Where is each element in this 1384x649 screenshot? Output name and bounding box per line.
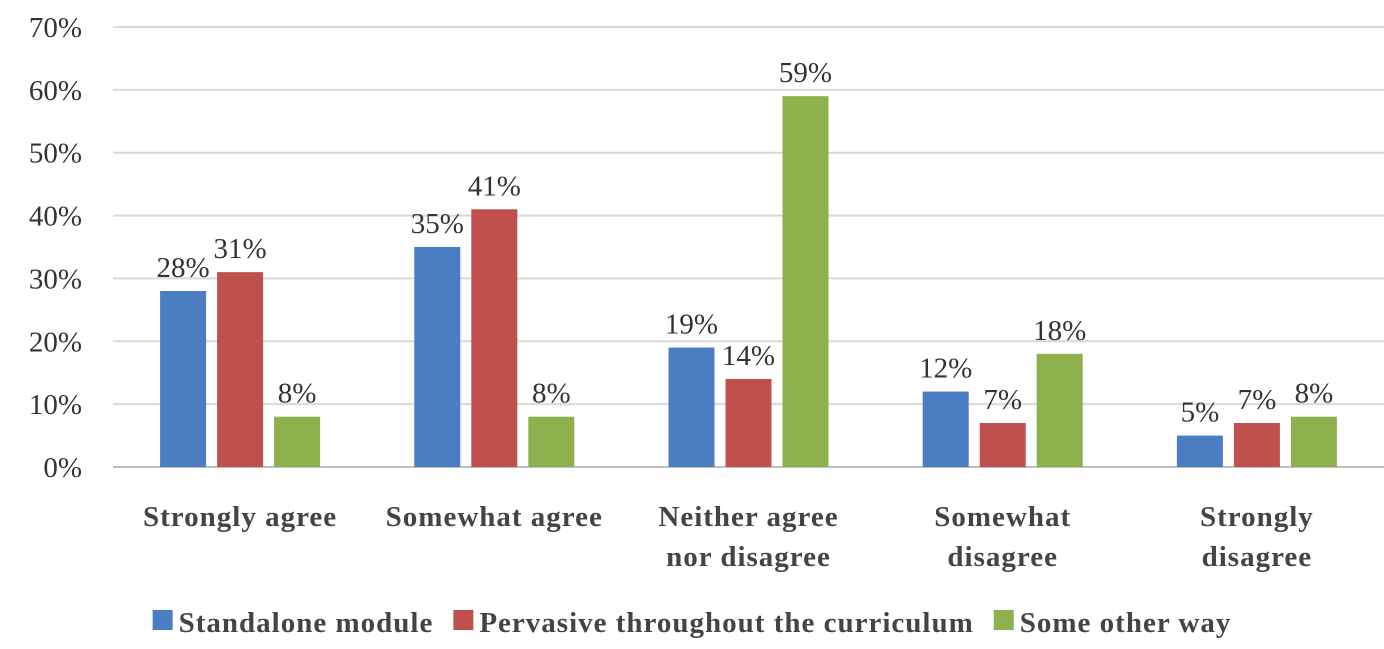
bars bbox=[160, 96, 1337, 468]
bar bbox=[979, 423, 1026, 467]
y-tick-label: 60% bbox=[29, 75, 82, 107]
y-tick-label: 20% bbox=[29, 326, 82, 358]
x-category-line: nor disagree bbox=[666, 541, 831, 573]
data-label: 19% bbox=[665, 309, 718, 341]
data-label: 35% bbox=[411, 208, 464, 240]
x-category-label: Somewhat agree bbox=[386, 501, 603, 533]
y-tick-label: 50% bbox=[29, 138, 82, 170]
y-tick-label: 0% bbox=[43, 452, 82, 484]
bar bbox=[668, 347, 715, 467]
x-category-label: Somewhat disagree bbox=[934, 501, 1071, 573]
data-label: 8% bbox=[278, 378, 317, 410]
legend-label: Standalone module bbox=[179, 607, 434, 639]
bar bbox=[1036, 353, 1083, 467]
x-category-line: disagree bbox=[947, 541, 1058, 573]
bar bbox=[1176, 435, 1223, 467]
x-category-label: Strongly agree bbox=[143, 501, 337, 533]
data-label: 7% bbox=[1238, 384, 1277, 416]
bar bbox=[922, 391, 969, 467]
y-tick-label: 40% bbox=[29, 201, 82, 233]
x-category-line: Somewhat agree bbox=[386, 501, 603, 533]
x-category-label: Neither agree nor disagree bbox=[658, 501, 838, 573]
data-labels: 28%31% 8% 35%41% 8% 19%14% 59% 12% 7% 18% 5% 7% 8% bbox=[157, 57, 1334, 428]
bar bbox=[725, 379, 772, 467]
bar bbox=[782, 96, 829, 468]
legend: Standalone module Pervasive throughout th… bbox=[152, 607, 1232, 639]
legend-item: Pervasive throughout the curriculum bbox=[453, 607, 973, 639]
data-label: 12% bbox=[919, 353, 972, 385]
legend-swatch bbox=[453, 610, 474, 630]
data-label: 18% bbox=[1033, 315, 1086, 347]
x-category-line: Neither agree bbox=[658, 501, 838, 533]
bar bbox=[1290, 416, 1337, 467]
x-category-line: disagree bbox=[1202, 541, 1313, 573]
x-axis-categories: Strongly agree Somewhat agree Neither agre… bbox=[143, 501, 1314, 573]
data-label: 31% bbox=[214, 233, 267, 265]
data-label: 41% bbox=[468, 170, 521, 202]
y-tick-label: 30% bbox=[29, 263, 82, 295]
y-axis-ticks: 0% 10% 20% 30% 40% 50% 60% 70% bbox=[29, 12, 82, 484]
x-category-label: Strongly disagree bbox=[1200, 501, 1314, 573]
legend-item: Some other way bbox=[993, 607, 1232, 639]
y-tick-label: 70% bbox=[29, 12, 82, 44]
x-category-line: Somewhat bbox=[934, 501, 1071, 533]
data-label: 59% bbox=[779, 57, 832, 89]
data-label: 7% bbox=[983, 384, 1022, 416]
data-label: 14% bbox=[722, 340, 775, 372]
bar bbox=[217, 272, 264, 467]
legend-label: Pervasive throughout the curriculum bbox=[479, 607, 973, 639]
legend-swatch bbox=[993, 610, 1014, 630]
legend-item: Standalone module bbox=[152, 607, 434, 639]
data-label: 28% bbox=[157, 252, 210, 284]
bar bbox=[414, 247, 461, 467]
gridlines bbox=[113, 26, 1384, 468]
bar bbox=[160, 291, 207, 467]
legend-label: Some other way bbox=[1020, 607, 1232, 639]
bar bbox=[274, 416, 321, 467]
x-category-line: Strongly agree bbox=[143, 501, 337, 533]
bar bbox=[1233, 423, 1280, 467]
data-label: 5% bbox=[1181, 397, 1220, 429]
bar bbox=[528, 416, 575, 467]
x-category-line: Strongly bbox=[1200, 501, 1314, 533]
legend-swatch bbox=[152, 610, 173, 630]
data-label: 8% bbox=[532, 378, 571, 410]
bar bbox=[471, 209, 518, 468]
data-label: 8% bbox=[1295, 378, 1334, 410]
y-tick-label: 10% bbox=[29, 389, 82, 421]
